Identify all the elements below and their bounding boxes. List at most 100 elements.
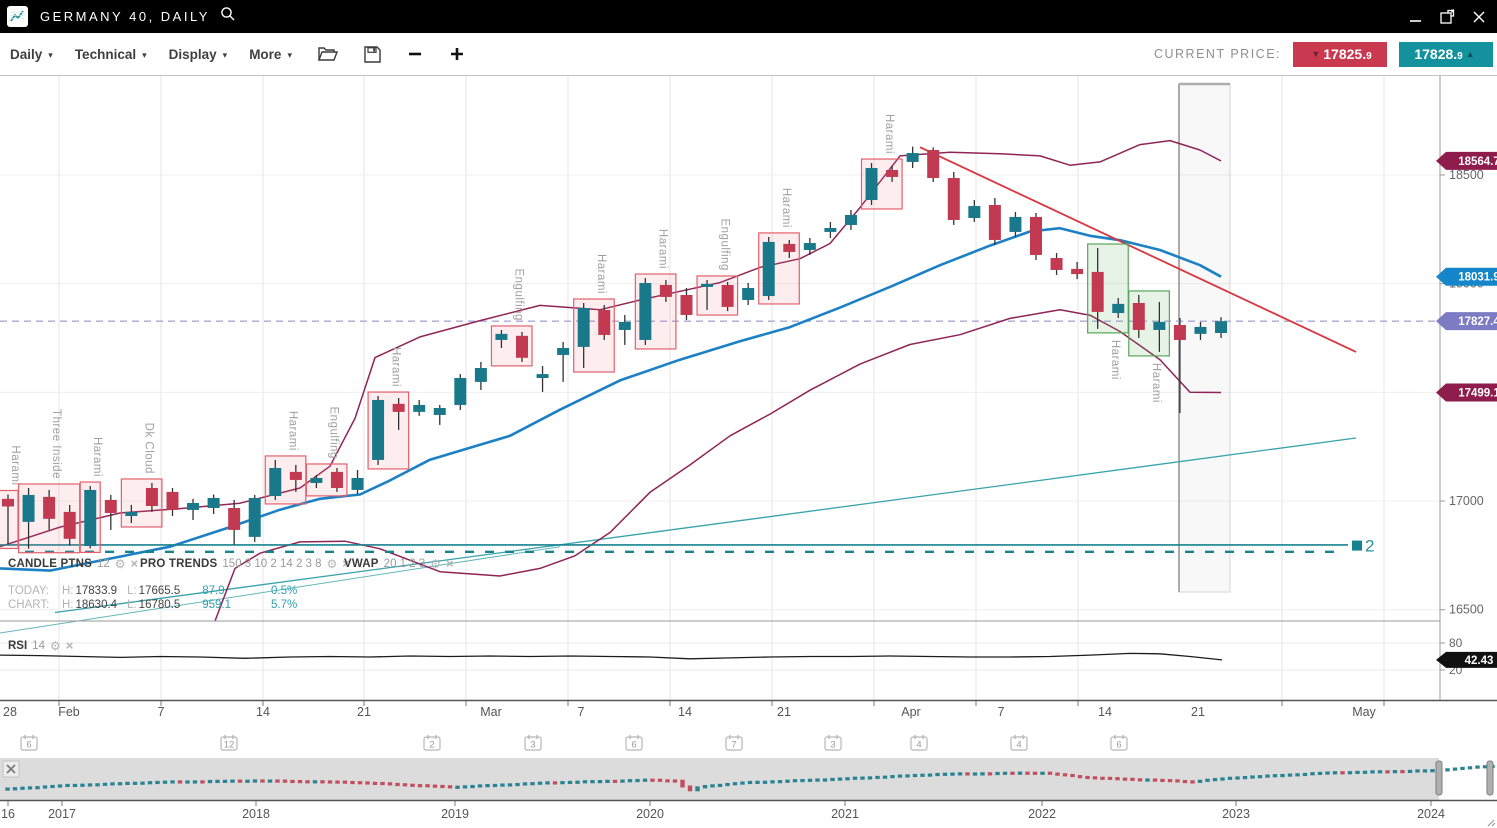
low-label: L: [127, 585, 137, 598]
navigator-background[interactable] [0, 758, 1497, 800]
candle[interactable] [742, 283, 755, 305]
candle[interactable] [947, 171, 960, 225]
price-axis-label: 17000 [1449, 494, 1484, 508]
candle[interactable] [125, 504, 138, 523]
search-icon[interactable] [220, 6, 236, 27]
candle[interactable] [454, 374, 467, 410]
candle[interactable] [701, 279, 714, 310]
candle[interactable] [783, 239, 796, 259]
candle[interactable] [495, 329, 508, 348]
zoom-out-button[interactable] [407, 46, 423, 62]
candle[interactable] [392, 397, 405, 430]
candle[interactable] [557, 341, 570, 382]
calendar-marker-icon[interactable]: 3 [824, 735, 842, 751]
gear-icon[interactable]: ⚙ [326, 556, 338, 571]
candle[interactable] [248, 494, 261, 542]
candle[interactable] [351, 469, 364, 494]
menu-daily[interactable]: Daily ▾ [10, 47, 53, 62]
calendar-marker-icon[interactable]: 6 [625, 735, 643, 751]
candle[interactable] [207, 494, 220, 515]
gear-icon[interactable]: ⚙ [430, 556, 442, 571]
candle[interactable] [330, 467, 343, 492]
calendar-marker-icon[interactable]: 2 [423, 735, 441, 751]
candle[interactable] [803, 238, 816, 255]
candle[interactable] [474, 361, 487, 390]
candle[interactable] [577, 303, 590, 368]
candle[interactable] [84, 486, 97, 549]
candle[interactable] [536, 366, 549, 392]
candle[interactable] [289, 464, 302, 492]
calendar-marker-icon[interactable]: 12 [220, 735, 238, 751]
level-marker[interactable] [1352, 540, 1362, 551]
candle[interactable] [886, 166, 899, 182]
popout-button[interactable] [1439, 9, 1455, 25]
remove-indicator-icon[interactable]: × [130, 556, 139, 571]
candle[interactable] [680, 288, 693, 320]
open-folder-icon[interactable] [317, 46, 338, 62]
save-icon[interactable] [364, 45, 381, 63]
gear-icon[interactable]: ⚙ [49, 638, 61, 653]
candle[interactable] [988, 198, 1001, 245]
calendar-marker-icon[interactable]: 7 [725, 735, 743, 751]
candle[interactable] [721, 281, 734, 312]
candle[interactable] [927, 147, 940, 182]
candle[interactable] [516, 331, 528, 362]
candle[interactable] [63, 504, 76, 546]
candle[interactable] [1132, 294, 1145, 339]
calendar-marker-icon[interactable]: 4 [1010, 735, 1028, 751]
menu-technical[interactable]: Technical ▾ [75, 47, 147, 62]
candle[interactable] [228, 499, 241, 545]
gear-icon[interactable]: ⚙ [114, 556, 126, 571]
candle[interactable] [824, 221, 837, 239]
candle[interactable] [906, 146, 919, 169]
candle[interactable] [1215, 317, 1228, 339]
minimize-button[interactable] [1407, 9, 1423, 25]
candle[interactable] [145, 482, 158, 512]
candle[interactable] [187, 498, 200, 520]
candle[interactable] [968, 199, 981, 222]
candle[interactable] [618, 314, 631, 345]
candle[interactable] [43, 489, 56, 530]
candle[interactable] [1030, 213, 1042, 260]
close-button[interactable] [1471, 9, 1487, 25]
candle[interactable] [433, 404, 446, 425]
candle[interactable] [1071, 261, 1084, 280]
candle[interactable] [2, 494, 14, 545]
candle[interactable] [1153, 301, 1166, 352]
candle[interactable] [1091, 248, 1104, 329]
resize-handle-icon[interactable] [1487, 819, 1496, 827]
candle[interactable] [166, 487, 179, 517]
navigator-handle[interactable] [1435, 760, 1443, 796]
candle[interactable] [413, 399, 426, 416]
navigator-handle[interactable] [1486, 760, 1494, 796]
calendar-marker-icon[interactable]: 3 [524, 735, 542, 751]
candle[interactable] [1194, 321, 1207, 340]
candle[interactable] [372, 396, 385, 465]
remove-indicator-icon[interactable]: × [446, 556, 454, 571]
navigator-close-button[interactable] [2, 760, 20, 778]
navigator[interactable]: 16 2017 2018 2019 2020 2021 2022 2023 2024 [0, 758, 1497, 827]
calendar-marker-icon[interactable]: 6 [20, 735, 38, 751]
candle[interactable] [865, 163, 878, 205]
menu-more[interactable]: More ▾ [249, 47, 292, 62]
candle[interactable] [22, 487, 35, 549]
candle[interactable] [844, 209, 857, 230]
zoom-in-button[interactable] [449, 46, 465, 62]
menu-display[interactable]: Display ▾ [169, 47, 228, 62]
candle[interactable] [1173, 318, 1186, 413]
remove-indicator-icon[interactable]: × [65, 638, 74, 653]
candle[interactable] [1050, 253, 1063, 275]
candle[interactable] [598, 304, 611, 340]
candle[interactable] [659, 279, 672, 302]
candle[interactable] [1112, 298, 1125, 319]
candle[interactable] [310, 474, 323, 488]
candle[interactable] [762, 236, 775, 300]
candle[interactable] [104, 494, 117, 530]
candle[interactable] [639, 278, 652, 345]
calendar-marker-icon[interactable]: 6 [1110, 735, 1128, 751]
remove-indicator-icon[interactable]: × [342, 556, 350, 571]
candle[interactable] [269, 459, 282, 500]
candle[interactable] [1009, 211, 1022, 237]
calendar-marker-icon[interactable]: 4 [910, 735, 928, 751]
